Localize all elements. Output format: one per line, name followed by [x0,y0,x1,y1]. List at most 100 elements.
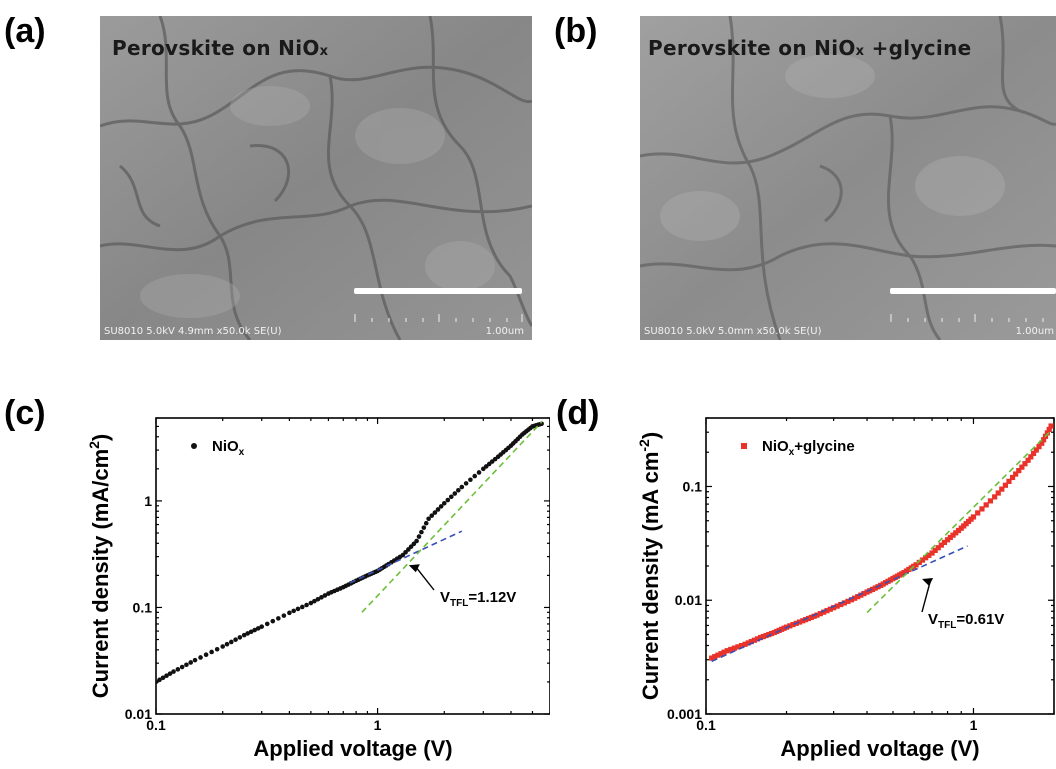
data-point [214,646,220,652]
data-point [416,534,422,539]
data-point [754,636,761,642]
data-point [408,544,414,549]
data-point [220,644,226,649]
data-point [790,622,796,628]
data-point [192,657,198,663]
data-point [817,611,823,617]
data-point [299,604,305,610]
data-point [1028,454,1034,460]
data-point [947,534,953,541]
data-point [423,520,429,526]
data-point [468,477,473,483]
data-point [403,549,408,555]
panel-a-label: (a) [4,12,46,50]
data-point [188,660,194,665]
sem-image-b: Perovskite on NiOx +glycine SU8010 5.0kV… [640,16,1056,340]
data-point [916,559,922,566]
data-point [435,507,441,512]
data-point [992,494,998,500]
panel-c-label: (c) [4,394,46,432]
data-point [838,601,844,608]
data-point [1025,457,1031,463]
x-tick-label: 0.1 [146,717,166,733]
data-point [728,646,734,653]
data-point [304,602,309,608]
data-point [995,490,1001,496]
data-point [953,530,959,536]
data-point [757,634,764,641]
data-point [1044,430,1050,436]
sem-title-b: Perovskite on NiOx +glycine [648,36,972,60]
data-point [800,618,806,624]
data-point [448,494,454,500]
data-point [1019,464,1025,470]
annotation-arrowhead [408,564,420,573]
data-point [955,527,962,534]
fit-line-tfl [361,421,543,613]
panel-d-label: (d) [556,394,600,432]
annotation-arrowhead [922,578,934,587]
sem-footer-info-b: SU8010 5.0kV 5.0mm x50.0k SE(U) [644,326,822,337]
data-point [944,537,951,543]
chart-d: 0.1 1 0.001 0.01 0.1 Applied voltage (V) Curre… [636,417,1055,761]
data-point [1013,471,1019,477]
sem-texture-a [100,16,532,340]
sem-footer-scale-a: 1.00um [485,326,524,337]
y-tick-label: 0.1 [683,478,703,494]
data-point [983,502,989,508]
data-point [438,504,444,509]
plot-area [156,421,544,685]
data-point [745,640,751,646]
data-point [160,675,166,681]
plot-frame [705,417,1055,715]
data-point [259,624,265,629]
data-point [198,655,203,660]
legend-label: NiOx [212,438,245,458]
data-point [276,616,281,621]
data-point [432,510,438,515]
data-point [406,547,411,552]
data-point [766,631,772,638]
sem-footer-info-a: SU8010 5.0kV 4.9mm x50.0k SE(U) [104,326,282,337]
scale-ticks-a [354,314,523,322]
data-point [1016,467,1022,474]
data-point [975,510,981,516]
scale-bar-a [354,288,522,294]
data-point [1046,426,1052,433]
data-point [255,626,261,631]
y-tick-label: 1 [144,493,152,509]
data-point [848,597,855,603]
panel-b-label: (b) [554,12,598,50]
data-point [872,585,878,591]
y-axis-label: Current density (mA/cm2) [86,434,113,699]
y-tick-label: 0.01 [675,592,702,608]
data-point [445,497,451,503]
data-point [808,614,814,620]
data-point [287,610,292,616]
plot-frame [155,417,550,715]
annotation-arrow [921,581,931,613]
data-point [748,638,754,645]
data-point [1030,450,1037,457]
data-point [400,552,406,558]
data-point [751,637,757,643]
data-point [179,664,185,670]
data-point [845,598,851,604]
data-point [709,655,715,661]
data-point [228,639,234,645]
fit-line-tfl [866,430,1052,614]
data-point [426,516,431,522]
data-point [738,642,745,649]
data-point [248,629,254,635]
data-point [834,603,840,609]
data-point [712,654,718,660]
data-point [715,652,721,658]
data-point [827,606,833,612]
data-point [459,484,465,490]
data-point [950,532,956,538]
data-point [1036,444,1042,450]
data-point [421,525,427,530]
data-point [237,635,243,640]
data-point [718,651,724,657]
